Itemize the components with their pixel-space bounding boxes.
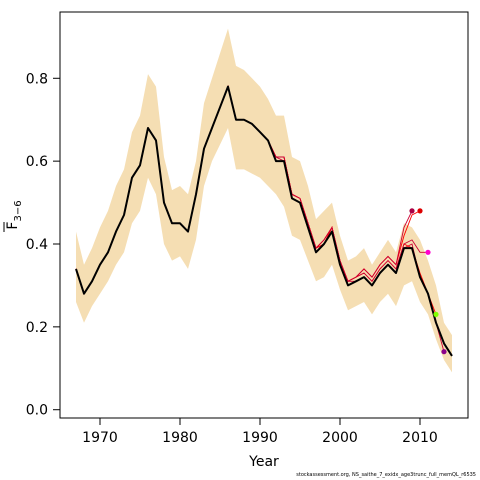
y-tick-label-0.2: 0.2 xyxy=(26,320,48,336)
y-axis-title: F3−6 xyxy=(3,200,24,232)
retro-endpoint-2 xyxy=(433,311,439,317)
y-axis-title-sub: 3−6 xyxy=(13,200,24,221)
main-series-line xyxy=(75,85,453,357)
x-axis-title: Year xyxy=(248,454,279,470)
plot-frame xyxy=(59,11,469,419)
retro-endpoints-layer xyxy=(409,208,447,355)
main-series-layer xyxy=(75,85,453,357)
x-axis: 1970 1980 1990 2000 2010 xyxy=(82,418,438,446)
confidence-band xyxy=(76,28,452,373)
retro-endpoint-4 xyxy=(417,208,423,214)
y-tick-label-0.4: 0.4 xyxy=(26,237,48,253)
y-axis-title-base: F xyxy=(5,222,21,230)
y-axis: 0.0 0.2 0.4 0.6 0.8 xyxy=(26,71,60,419)
footer-source: stockassessment.org, NS_saithe_7_exidx_a… xyxy=(296,472,476,478)
svg-text:F3−6: F3−6 xyxy=(5,200,24,229)
y-tick-label-0.0: 0.0 xyxy=(26,403,48,419)
retro-endpoint-3 xyxy=(425,249,431,255)
retro-endpoint-1 xyxy=(441,349,447,355)
x-tick-label-2000: 2000 xyxy=(322,430,358,446)
y-tick-label-0.6: 0.6 xyxy=(26,154,48,170)
x-tick-label-1970: 1970 xyxy=(82,430,118,446)
x-tick-label-1980: 1980 xyxy=(162,430,198,446)
confidence-band-layer xyxy=(76,28,452,373)
y-tick-label-0.8: 0.8 xyxy=(26,71,48,87)
x-tick-label-2010: 2010 xyxy=(402,430,438,446)
x-tick-label-1990: 1990 xyxy=(242,430,278,446)
retro-endpoint-5 xyxy=(409,208,415,214)
